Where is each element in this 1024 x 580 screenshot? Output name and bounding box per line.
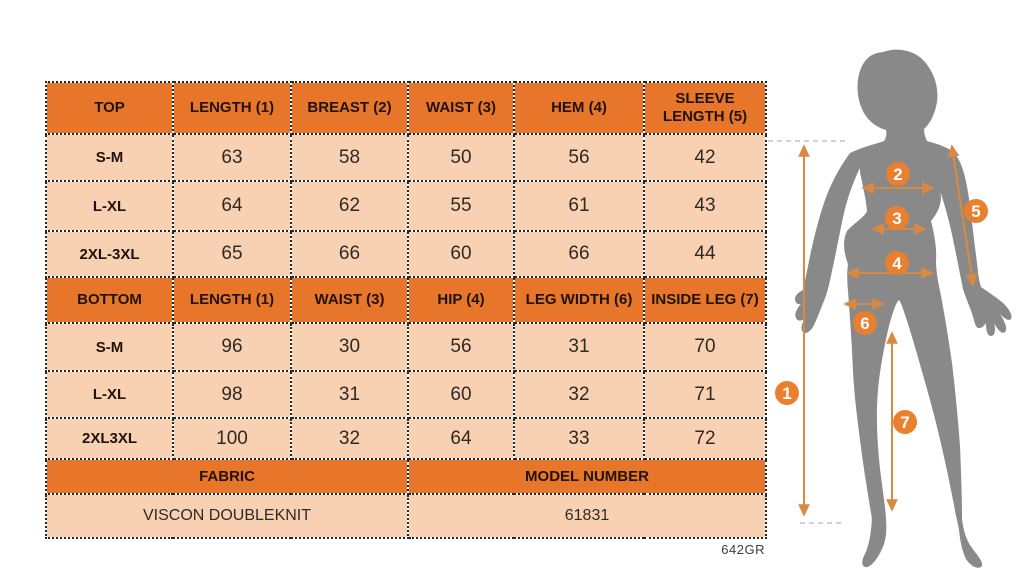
marker-6: 6 [853,311,877,335]
cell: 70 [643,322,767,372]
table-row: S-M 63 58 50 56 42 [45,133,767,182]
marker-5-number: 5 [971,202,980,221]
marker-5: 5 [964,199,988,223]
cell: 50 [407,133,515,182]
bottom-header-row: BOTTOM LENGTH (1) WAIST (3) HIP (4) LEG … [45,276,767,324]
col-header-waist: WAIST (3) [407,81,515,135]
col-header-inside-leg: INSIDE LEG (7) [643,276,767,324]
cell: 42 [643,133,767,182]
marker-7-number: 7 [900,413,909,432]
fabric-label: FABRIC [45,458,409,495]
product-code: 642GR [721,542,765,557]
cell: 31 [290,370,409,419]
table-row: 2XL-3XL 65 66 60 66 44 [45,230,767,278]
cell: 61 [513,180,645,232]
fabric-header-row: FABRIC MODEL NUMBER [45,458,767,495]
size-label: 2XL3XL [45,417,174,460]
cell: 64 [407,417,515,460]
marker-3-circle [885,206,909,230]
cell: 100 [172,417,292,460]
col-header-hip: HIP (4) [407,276,515,324]
cell: 63 [172,133,292,182]
fabric-value-row: VISCON DOUBLEKNIT 61831 [45,493,767,539]
size-chart-table: TOP LENGTH (1) BREAST (2) WAIST (3) HEM … [45,81,767,539]
marker-4-circle [885,251,909,275]
col-header-bottom: BOTTOM [45,276,174,324]
cell: 58 [290,133,409,182]
table-row: S-M 96 30 56 31 70 [45,322,767,372]
table-row: 2XL3XL 100 32 64 33 72 [45,417,767,460]
size-label: 2XL-3XL [45,230,174,278]
cell: 30 [290,322,409,372]
cell: 60 [407,230,515,278]
cell: 44 [643,230,767,278]
marker-7: 7 [893,410,917,434]
col-header-top: TOP [45,81,174,135]
measurement-figure: 1 2 3 4 5 6 7 [768,49,1012,568]
marker-2-circle [886,162,910,186]
marker-3-number: 3 [892,209,901,228]
cell: 65 [172,230,292,278]
sleeve-length-arrow [947,144,978,287]
marker-6-circle [853,311,877,335]
table-row: L-XL 98 31 60 32 71 [45,370,767,419]
marker-1: 1 [775,381,799,405]
cell: 96 [172,322,292,372]
marker-4: 4 [885,251,909,275]
marker-2-number: 2 [893,165,902,184]
marker-6-number: 6 [860,314,869,333]
cell: 64 [172,180,292,232]
marker-5-circle [964,199,988,223]
col-header-breast: BREAST (2) [290,81,409,135]
col-header-sleeve-length: SLEEVE LENGTH (5) [643,81,767,135]
cell: 72 [643,417,767,460]
col-header-leg-width: LEG WIDTH (6) [513,276,645,324]
marker-3: 3 [885,206,909,230]
cell: 56 [407,322,515,372]
cell: 98 [172,370,292,419]
marker-7-circle [893,410,917,434]
cell: 32 [513,370,645,419]
col-header-length: LENGTH (1) [172,81,292,135]
marker-4-number: 4 [892,254,902,273]
model-number-value: 61831 [407,493,767,539]
size-label: S-M [45,133,174,182]
table-row: L-XL 64 62 55 61 43 [45,180,767,232]
col-header-waist: WAIST (3) [290,276,409,324]
size-label: L-XL [45,180,174,232]
marker-1-circle [775,381,799,405]
cell: 31 [513,322,645,372]
size-label: L-XL [45,370,174,419]
cell: 66 [290,230,409,278]
cell: 33 [513,417,645,460]
marker-1-number: 1 [782,384,791,403]
cell: 56 [513,133,645,182]
cell: 43 [643,180,767,232]
fabric-value: VISCON DOUBLEKNIT [45,493,409,539]
cell: 66 [513,230,645,278]
model-number-label: MODEL NUMBER [407,458,767,495]
cell: 32 [290,417,409,460]
col-header-hem: HEM (4) [513,81,645,135]
col-header-length: LENGTH (1) [172,276,292,324]
top-header-row: TOP LENGTH (1) BREAST (2) WAIST (3) HEM … [45,81,767,135]
cell: 60 [407,370,515,419]
cell: 62 [290,180,409,232]
cell: 55 [407,180,515,232]
marker-2: 2 [886,162,910,186]
woman-silhouette-image [795,49,1012,568]
cell: 71 [643,370,767,419]
size-label: S-M [45,322,174,372]
